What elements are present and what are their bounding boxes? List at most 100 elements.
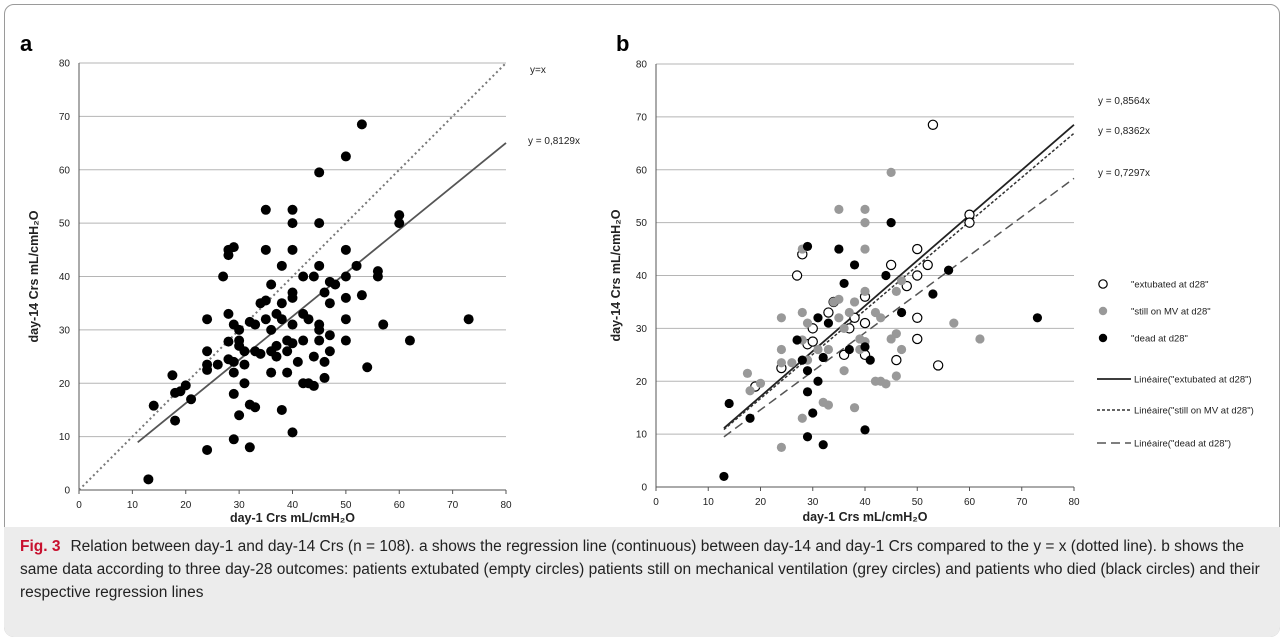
- data-point: [202, 346, 213, 357]
- data-point: [724, 398, 734, 409]
- legend-marker: [1098, 333, 1108, 343]
- data-point: [912, 243, 923, 255]
- data-point: [167, 370, 178, 381]
- data-point: [839, 366, 849, 376]
- data-point: [776, 358, 787, 368]
- x-tick-label: 80: [1068, 497, 1080, 508]
- data-point: [896, 276, 907, 286]
- data-point: [324, 298, 335, 309]
- y-tick-label: 70: [636, 112, 648, 123]
- data-point: [860, 244, 870, 254]
- data-point: [266, 279, 277, 290]
- data-point: [319, 287, 330, 298]
- data-point: [860, 218, 870, 228]
- figure-number: Fig. 3: [20, 538, 61, 555]
- data-point: [276, 298, 287, 309]
- y-tick-label: 10: [59, 432, 71, 443]
- data-point: [287, 319, 298, 330]
- data-point: [802, 387, 813, 397]
- data-point: [239, 378, 250, 389]
- data-point: [276, 314, 287, 325]
- data-point: [372, 271, 383, 282]
- x-tick-label: 10: [127, 500, 139, 511]
- data-point: [823, 318, 834, 328]
- panel-b-points: [719, 119, 1043, 482]
- data-point: [823, 344, 834, 355]
- data-point: [260, 314, 271, 325]
- data-point: [394, 210, 405, 221]
- data-point: [886, 167, 896, 177]
- data-point: [308, 380, 319, 391]
- data-point: [791, 270, 803, 281]
- figure-charts: a 0 10 20 30 40 50 60 70 80 0 10 20 30 40 50 60 70 80 y=x…: [20, 31, 1254, 525]
- panel-b-letter: b: [616, 31, 629, 56]
- data-point: [844, 307, 854, 318]
- y-tick-label: 60: [636, 165, 648, 176]
- panel-b-regression-labels: y = 0,8564x y = 0,8362x y = 0,7297x: [1098, 96, 1150, 179]
- data-point: [170, 415, 181, 426]
- data-point: [276, 404, 287, 415]
- data-point: [287, 244, 298, 255]
- data-point: [912, 333, 923, 345]
- data-point: [340, 335, 351, 346]
- data-point: [886, 218, 896, 228]
- data-point: [260, 204, 271, 215]
- data-point: [212, 359, 223, 370]
- data-point: [844, 344, 854, 355]
- legend-label: "dead at d28": [1131, 334, 1188, 345]
- data-point: [287, 427, 298, 438]
- data-point: [839, 323, 849, 333]
- x-tick-label: 70: [1016, 497, 1028, 508]
- data-point: [949, 318, 959, 328]
- data-point: [849, 297, 860, 307]
- y-tick-label: 30: [59, 325, 71, 336]
- data-point: [250, 319, 261, 330]
- panel-a-letter: a: [20, 31, 33, 56]
- data-point: [314, 335, 325, 346]
- regression-line: [723, 124, 1075, 429]
- data-point: [218, 271, 229, 282]
- regression-equation-label: y = 0,7297x: [1098, 168, 1150, 179]
- data-point: [776, 344, 787, 355]
- data-point: [797, 307, 807, 318]
- data-point: [228, 434, 239, 445]
- panel-b-y-axis-label: day-14 Crs mL/cmH₂O: [609, 209, 623, 341]
- data-point: [223, 336, 234, 347]
- legend-label: "still on MV at d28": [1131, 307, 1211, 318]
- regression-line: [723, 132, 1075, 431]
- data-point: [287, 218, 298, 229]
- data-point: [813, 313, 823, 323]
- data-point: [932, 360, 944, 371]
- data-point: [228, 367, 239, 378]
- data-point: [356, 290, 367, 301]
- data-point: [896, 344, 907, 355]
- regression-line: [723, 177, 1075, 438]
- y-tick-label: 50: [59, 219, 71, 230]
- data-point: [834, 294, 844, 304]
- data-point: [787, 358, 797, 368]
- data-point: [975, 334, 985, 344]
- data-point: [308, 351, 319, 362]
- data-point: [239, 359, 250, 370]
- data-point: [202, 364, 213, 375]
- data-point: [228, 388, 239, 399]
- y-tick-label: 80: [59, 59, 71, 70]
- data-point: [394, 218, 405, 229]
- regression-equation-label: y = 0,8362x: [1098, 126, 1150, 137]
- regression-line-label: y = 0,8129x: [528, 136, 580, 147]
- data-point: [891, 329, 901, 339]
- data-point: [807, 336, 818, 347]
- x-tick-label: 60: [394, 500, 406, 511]
- figure-caption: Fig. 3 Relation between day-1 and day-14 …: [4, 527, 1280, 637]
- y-tick-label: 20: [636, 377, 648, 388]
- x-tick-label: 30: [234, 500, 246, 511]
- data-point: [266, 324, 277, 335]
- data-point: [896, 307, 907, 318]
- data-point: [340, 314, 351, 325]
- data-point: [324, 346, 335, 357]
- data-point: [271, 351, 282, 362]
- panel-a-points: [143, 119, 474, 485]
- data-point: [292, 356, 303, 367]
- data-point: [314, 218, 325, 229]
- data-point: [234, 324, 245, 335]
